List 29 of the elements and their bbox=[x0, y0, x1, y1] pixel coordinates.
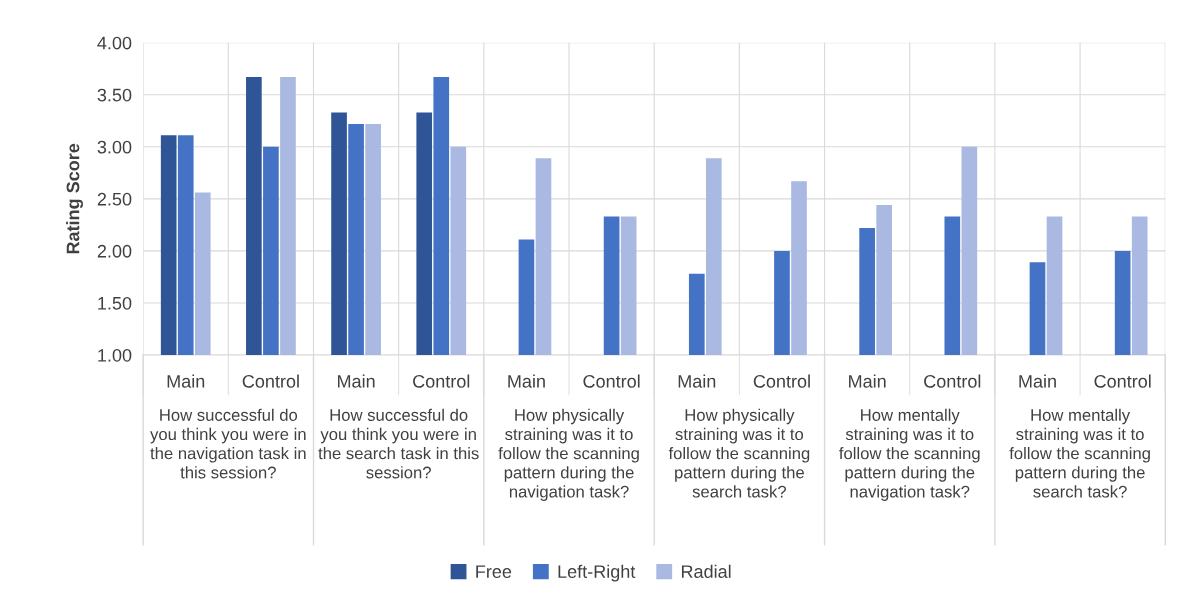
x-tick-label: Control bbox=[413, 374, 470, 388]
x-tick-label: Control bbox=[583, 374, 640, 388]
x-tick-label: Main bbox=[508, 374, 545, 388]
y-tick-label: 3.00 bbox=[97, 140, 132, 154]
x-tick-label: Main bbox=[338, 374, 375, 388]
text: How mentally straining was it to follow the scanning pattern during the search task? bbox=[1009, 408, 1150, 498]
x-tick-label: Control bbox=[753, 374, 810, 388]
x-tick-label: Main bbox=[678, 374, 716, 388]
text: How successful do you think you were in the search task in this session? bbox=[318, 408, 479, 479]
x-tick-label: Control bbox=[242, 374, 299, 388]
x-tick-label: Control bbox=[924, 374, 981, 388]
y-tick-label: 3.50 bbox=[97, 88, 132, 102]
y-axis-title: Rating Score bbox=[66, 143, 84, 254]
y-tick-label: 2.50 bbox=[97, 192, 132, 206]
text: How physically straining was it to follow the scanning pattern during the search task? bbox=[668, 408, 810, 498]
y-tick-label: 1.50 bbox=[98, 296, 132, 310]
x-tick-label: Main bbox=[849, 374, 886, 388]
text: How mentally straining was it to follow the scanning pattern during the navigation task? bbox=[839, 408, 980, 501]
legend-label: Radial bbox=[681, 564, 731, 578]
y-tick-label: 2.00 bbox=[97, 244, 132, 258]
x-tick-label: Main bbox=[167, 374, 205, 388]
y-tick-label: 4.00 bbox=[97, 36, 132, 50]
text: How successful do you think you were in the navigation task in this session? bbox=[150, 408, 306, 479]
y-tick-label: 1.00 bbox=[98, 348, 132, 362]
legend-label: Left-Right bbox=[558, 564, 636, 582]
x-tick-label: Control bbox=[1094, 374, 1151, 388]
legend-label: Free bbox=[476, 565, 512, 578]
x-tick-label: Main bbox=[1019, 374, 1056, 388]
text: How physically straining was it to follow the scanning pattern during the navigation task? bbox=[498, 408, 639, 501]
